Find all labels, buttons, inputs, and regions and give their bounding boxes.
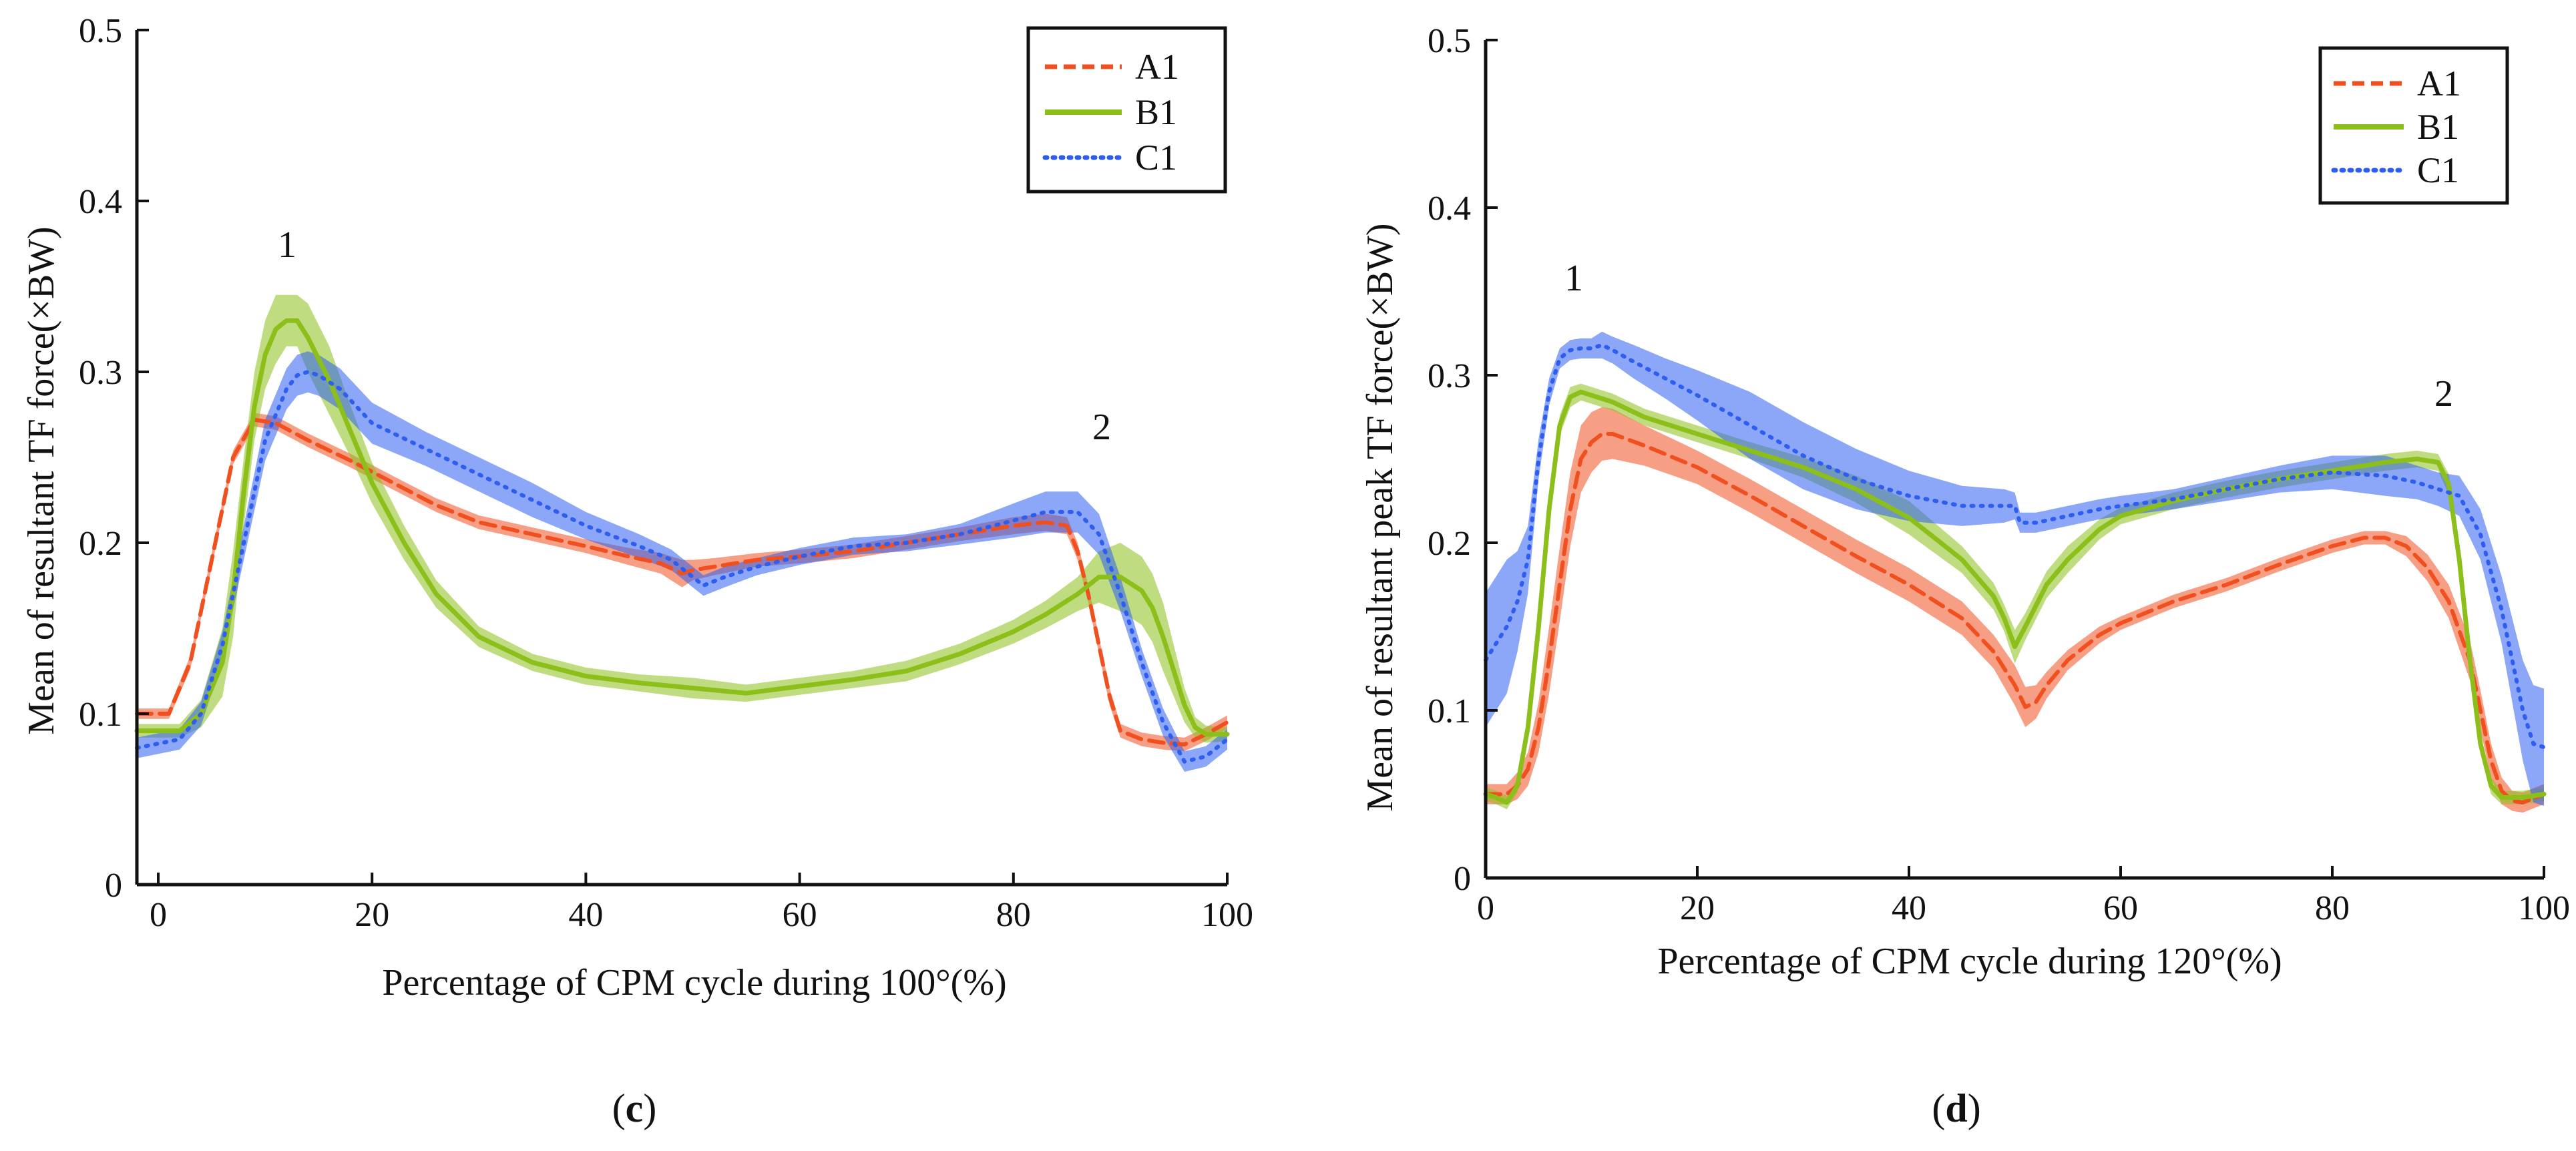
chart-d-band-a1 [1486, 407, 2544, 813]
chart-d-caption: (d) [1932, 1086, 1980, 1130]
chart-c-line-a1 [135, 417, 1229, 747]
chart-c-lines [134, 318, 1230, 764]
chart-d-line-b1 [1483, 389, 2547, 805]
chart-c-axes [135, 30, 1227, 887]
chart-d-line-c1 [1484, 342, 2546, 750]
chart-c: 0 20 40 60 80 100 0 0.1 0.2 0.3 0.4 0.5 1 2 Percent… [21, 12, 1253, 1130]
chart-d-y-tick-label: 0.5 [1428, 22, 1471, 60]
chart-c-legend: A1 B1 C1 [1026, 26, 1227, 194]
chart-c-x-axis-label: Percentage of CPM cycle during 100°(%) [382, 962, 1006, 1003]
chart-d-line-a1 [1484, 431, 2546, 804]
chart-d-legend-label-b1: B1 [2417, 107, 2459, 147]
chart-c-x-tick-label: 80 [996, 896, 1031, 934]
chart-d-y-tick-label: 0.2 [1428, 525, 1471, 563]
chart-c-x-tick-label: 100 [1201, 896, 1253, 934]
chart-d-x-tick-label: 40 [1892, 889, 1926, 927]
chart-c-x-tick-label: 0 [150, 896, 167, 934]
chart-c-legend-label-c1: C1 [1135, 138, 1177, 178]
chart-c-ticks: 0 20 40 60 80 100 0 0.1 0.2 0.3 0.4 0.5 [79, 12, 1253, 934]
chart-c-y-tick-label: 0.4 [79, 183, 122, 221]
chart-d-y-tick-label: 0.3 [1428, 357, 1471, 395]
chart-c-x-tick-label: 20 [355, 896, 389, 934]
chart-d-x-tick-label: 80 [2315, 889, 2350, 927]
chart-d-legend-label-c1: C1 [2417, 150, 2459, 190]
chart-c-band-a1 [137, 413, 1227, 752]
chart-c-legend-label-b1: B1 [1135, 92, 1177, 132]
chart-c-legend-label-a1: A1 [1135, 47, 1179, 87]
chart-c-line-c1 [135, 370, 1229, 764]
chart-c-bands [137, 294, 1227, 772]
chart-d-legend: A1 B1 C1 [2318, 46, 2509, 205]
chart-c-line-b1 [134, 318, 1230, 737]
chart-d-bands [1486, 331, 2544, 813]
chart-c-x-tick-label: 40 [568, 896, 603, 934]
chart-d-y-tick-label: 0 [1454, 860, 1471, 898]
chart-d-caption-letter: d [1945, 1086, 1967, 1130]
chart-c-annotation-2: 2 [1092, 407, 1111, 448]
chart-c-x-tick-label: 60 [783, 896, 817, 934]
chart-d: 0 20 40 60 80 100 0 0.1 0.2 0.3 0.4 0.5 1 2 Percent… [1359, 22, 2570, 1130]
chart-d-axes [1484, 40, 2544, 880]
chart-d-x-axis-label: Percentage of CPM cycle during 120°(%) [1657, 941, 2282, 982]
chart-d-x-tick-label: 60 [2103, 889, 2138, 927]
chart-d-ticks: 0 20 40 60 80 100 0 0.1 0.2 0.3 0.4 0.5 [1428, 22, 2570, 927]
chart-d-x-tick-label: 100 [2518, 889, 2570, 927]
chart-d-legend-label-a1: A1 [2417, 63, 2461, 103]
chart-d-x-tick-label: 20 [1680, 889, 1715, 927]
chart-c-caption: (c) [612, 1086, 657, 1130]
chart-c-y-tick-label: 0.3 [79, 354, 122, 392]
chart-c-band-c1 [137, 351, 1227, 772]
chart-c-y-tick-label: 0 [105, 867, 122, 905]
chart-d-y-axis-label: Mean of resultant peak TF force(×BW) [1359, 223, 1401, 811]
chart-d-annotation-1: 1 [1564, 258, 1583, 299]
chart-d-band-c1 [1486, 331, 2544, 807]
chart-d-annotation-2: 2 [2434, 373, 2453, 415]
chart-c-annotation-1: 1 [278, 224, 296, 266]
chart-d-lines [1483, 342, 2547, 805]
chart-c-y-tick-label: 0.2 [79, 525, 122, 563]
chart-d-y-tick-label: 0.1 [1428, 692, 1471, 730]
chart-c-caption-letter: c [626, 1086, 644, 1130]
chart-c-y-axis-label: Mean of resultant TF force(×BW) [21, 226, 62, 734]
chart-d-x-tick-label: 0 [1477, 889, 1494, 927]
chart-d-y-tick-label: 0.4 [1428, 190, 1471, 228]
chart-c-y-tick-label: 0.5 [79, 12, 122, 50]
chart-c-y-tick-label: 0.1 [79, 696, 122, 734]
